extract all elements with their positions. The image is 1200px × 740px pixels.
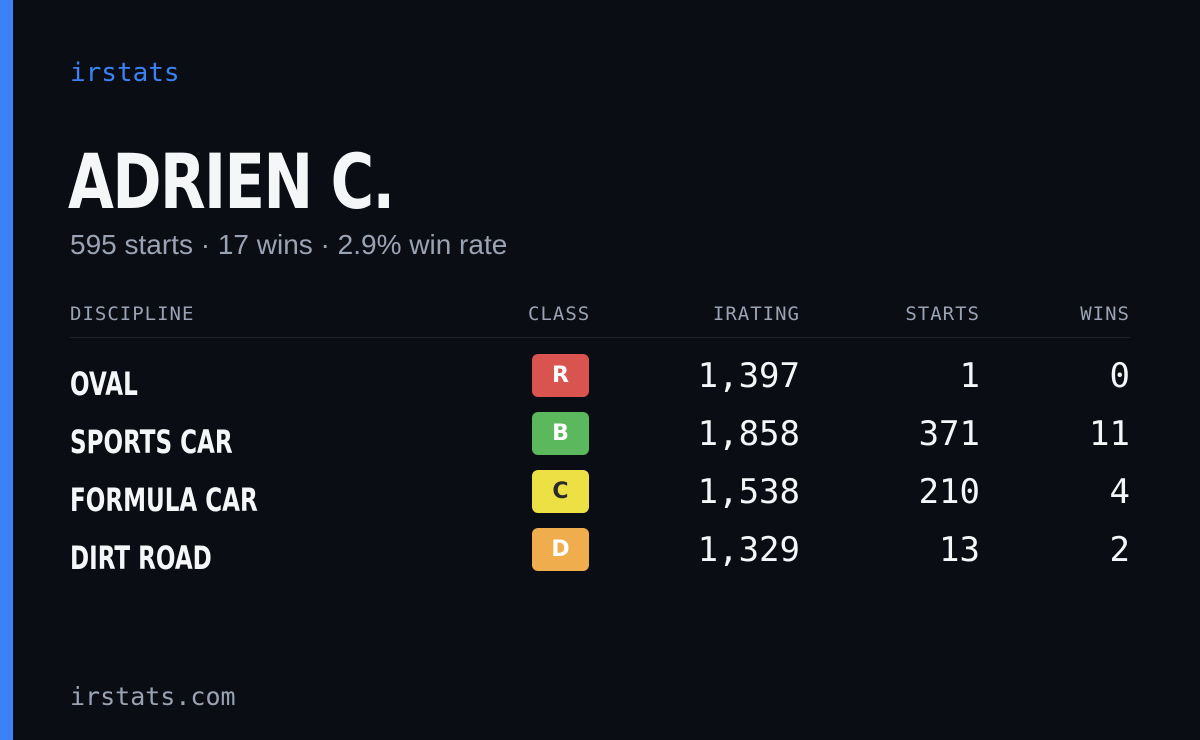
table-header: DISCIPLINE CLASS IRATING STARTS WINS — [70, 300, 1130, 338]
starts-value: 1 — [959, 356, 980, 396]
header-starts: STARTS — [905, 303, 980, 325]
wins-value: 0 — [1109, 356, 1130, 396]
discipline-name: SPORTS CAR — [70, 423, 233, 461]
starts-value: 371 — [918, 414, 980, 454]
footer-url[interactable]: irstats.com — [70, 682, 236, 711]
header-discipline: DISCIPLINE — [70, 303, 195, 325]
brand-logo[interactable]: irstats — [70, 58, 180, 88]
table-row: FORMULA CAR C 1,538 210 4 — [70, 468, 1130, 526]
class-badge: C — [532, 470, 589, 513]
driver-summary: 595 starts · 17 wins · 2.9% win rate — [70, 229, 508, 260]
class-badge: R — [532, 354, 589, 397]
header-class: CLASS — [528, 303, 591, 325]
wins-value: 11 — [1089, 414, 1130, 454]
table-row: SPORTS CAR B 1,858 371 11 — [70, 410, 1130, 468]
irating-value: 1,858 — [697, 414, 800, 454]
table-row: DIRT ROAD D 1,329 13 2 — [70, 526, 1130, 584]
wins-value: 4 — [1109, 472, 1130, 512]
table-row: OVAL R 1,397 1 0 — [70, 352, 1130, 410]
irating-value: 1,397 — [697, 356, 800, 396]
discipline-name: DIRT ROAD — [70, 539, 212, 577]
header-wins: WINS — [1080, 303, 1130, 325]
class-badge: D — [532, 528, 589, 571]
irating-value: 1,329 — [697, 530, 800, 570]
irating-value: 1,538 — [697, 472, 800, 512]
driver-name: ADRIEN C. — [68, 137, 395, 226]
wins-value: 2 — [1109, 530, 1130, 570]
discipline-name: OVAL — [70, 365, 138, 403]
starts-value: 13 — [939, 530, 980, 570]
accent-bar — [0, 0, 13, 740]
discipline-name: FORMULA CAR — [70, 481, 258, 519]
stats-table: OVAL R 1,397 1 0 SPORTS CAR B 1,858 371 … — [70, 352, 1130, 584]
class-badge: B — [532, 412, 589, 455]
header-irating: IRATING — [712, 303, 800, 325]
starts-value: 210 — [918, 472, 980, 512]
